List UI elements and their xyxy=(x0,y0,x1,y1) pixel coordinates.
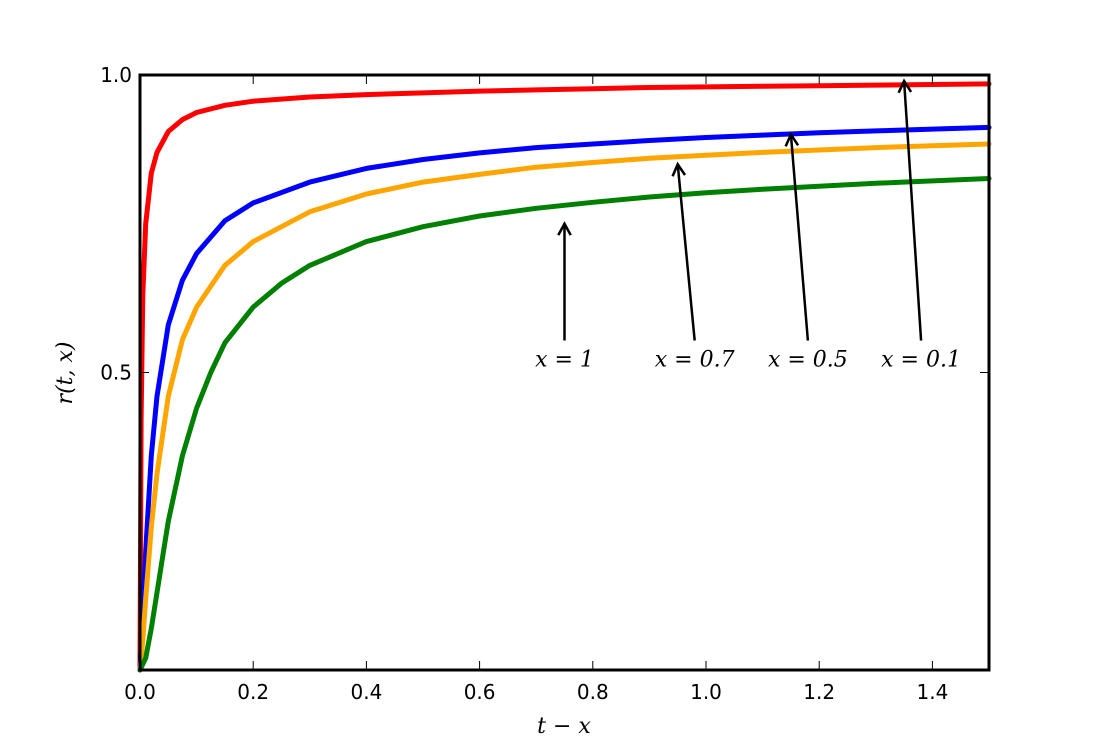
annotation-arrow xyxy=(676,164,696,341)
x-tick-label: 1.2 xyxy=(803,680,835,704)
annotation-label: x = 1 xyxy=(535,348,594,373)
x-tick-label: 0.8 xyxy=(577,680,609,704)
series-line-1 xyxy=(137,81,992,673)
annotation-layer: x = 1 x = 0.7 x = 0.5 x = 0.1 xyxy=(535,78,961,373)
series-layer xyxy=(137,81,992,673)
annotation-label: x = 0.1 xyxy=(881,348,961,373)
x-tick-label: 0.2 xyxy=(237,680,269,704)
annotation-arrow xyxy=(902,80,923,341)
annotation-label: x = 0.5 xyxy=(768,348,848,373)
x-tick-label: 0.0 xyxy=(124,680,156,704)
x-axis-label: t − x xyxy=(537,714,591,739)
annotation-arrow xyxy=(789,134,810,341)
x-tick-label: 1.4 xyxy=(916,680,948,704)
plot-frame xyxy=(138,73,991,672)
y-axis-label: r(t, x) xyxy=(53,342,78,405)
y-tick-label: 0.5 xyxy=(100,361,132,385)
x-tick-label: 1.0 xyxy=(690,680,722,704)
x-tick-label: 0.6 xyxy=(464,680,496,704)
tick-layer: 0.0 0.2 0.4 0.6 0.8 1.0 1.2 1.4 0.5 1.0 xyxy=(100,63,989,704)
annotation-arrowhead xyxy=(671,161,687,177)
annotation-arrowhead xyxy=(897,78,913,94)
annotation-label: x = 0.7 xyxy=(655,348,735,373)
x-tick-label: 0.4 xyxy=(350,680,382,704)
series-line-2 xyxy=(137,124,992,673)
annotation-arrowhead xyxy=(557,221,572,236)
plot-background xyxy=(140,75,989,670)
series-line-3 xyxy=(137,141,992,673)
y-tick-label: 1.0 xyxy=(100,63,132,87)
series-line-4 xyxy=(137,176,992,673)
annotation-arrowhead xyxy=(784,131,800,147)
